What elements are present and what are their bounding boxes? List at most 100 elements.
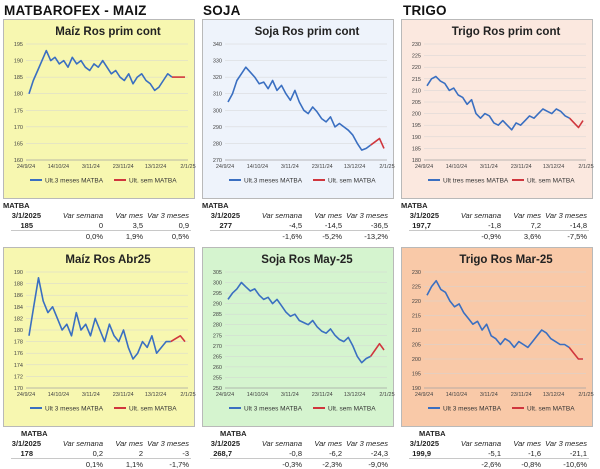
table-pct-3months: -1,7%	[169, 460, 189, 469]
y-tick-label: 270	[213, 344, 222, 350]
x-tick-label: 24/9/24	[415, 164, 433, 170]
y-tick-label: 200	[412, 112, 421, 118]
y-tick-label: 220	[412, 65, 421, 71]
y-tick-label: 300	[213, 108, 222, 114]
table-pct-3months: 0,5%	[171, 232, 189, 241]
x-tick-label: 23/11/24	[113, 164, 134, 170]
x-tick-label: 13/12/24	[543, 392, 564, 398]
legend: Ult 3 meses MATBA Ult. sem MATBA	[229, 405, 376, 412]
y-axis: 180 185 190 195 200 205 210 215 220 225 230	[412, 42, 586, 164]
x-tick-label: 13/12/24	[344, 164, 365, 170]
table-pct-3months: -13,2%	[364, 232, 388, 241]
x-tick-label: 2/1/25	[578, 392, 593, 398]
x-tick-label: 14/10/24	[446, 164, 467, 170]
y-tick-label: 195	[412, 123, 421, 129]
y-tick-label: 300	[213, 281, 222, 287]
x-tick-label: 14/10/24	[48, 392, 69, 398]
y-tick-label: 230	[412, 270, 421, 276]
y-tick-label: 215	[412, 77, 421, 83]
table-header-3months: Var 3 meses	[147, 439, 189, 448]
table-date: 3/1/2025	[409, 211, 439, 220]
table-divider	[409, 230, 589, 231]
x-tick-label: 24/9/24	[415, 392, 433, 398]
table-value-month: 3,5	[132, 221, 143, 230]
y-tick-label: 190	[14, 59, 23, 65]
y-tick-label: 200	[412, 357, 421, 363]
series-line-main	[426, 279, 570, 349]
table-value-week: -1,8	[488, 221, 501, 230]
chart-svg-soja1: Soja Ros prim cont 270 280 290 300 310 320 330 3…	[213, 26, 395, 184]
series-line-main	[227, 66, 372, 151]
chart-svg-trigo2: Trigo Ros Mar-25 190 195 200 205 210 215 220 225…	[412, 254, 594, 412]
y-tick-label: 305	[213, 270, 222, 276]
chart-svg-trigo1: Trigo Ros prim cont 180 185 190 195 200 205 210…	[412, 26, 594, 184]
table-pct-month: 1,9%	[125, 232, 143, 241]
y-tick-label: 225	[412, 285, 421, 291]
chart-panel-trigo2: Trigo Ros Mar-25 190 195 200 205 210 215 220 225…	[401, 247, 594, 427]
table-header-week: Var semana	[460, 439, 501, 448]
series-line-main	[426, 75, 570, 131]
x-tick-label: 24/9/24	[216, 392, 234, 398]
series-line-main	[28, 276, 171, 360]
table-caption: MATBA	[3, 201, 30, 210]
x-tick-label: 14/10/24	[247, 392, 268, 398]
table-value-week: 0	[98, 221, 103, 230]
y-tick-label: 186	[14, 293, 23, 299]
table-value-month: -14,5	[324, 221, 342, 230]
x-tick-label: 2/1/25	[180, 392, 195, 398]
x-tick-label: 2/1/25	[180, 164, 195, 170]
table-price: 199,9	[412, 449, 431, 458]
y-tick-label: 280	[213, 141, 222, 147]
table-header-month: Var mes	[513, 439, 541, 448]
table-value-week: -5,1	[488, 449, 501, 458]
table-price: 268,7	[213, 449, 232, 458]
y-tick-label: 185	[412, 146, 421, 152]
table-header-3months: Var 3 meses	[346, 439, 388, 448]
y-tick-label: 195	[412, 372, 421, 378]
x-tick-label: 3/11/24	[281, 164, 299, 170]
chart-svg-maiz2: Maíz Ros Abr25 170 172 174 176 178 180 182 184 18…	[14, 254, 196, 412]
y-tick-label: 210	[412, 328, 421, 334]
chart-panel-soja2: Soja Ros May-25 250 255 260 265 270 275 280 285 2…	[202, 247, 395, 427]
y-tick-label: 190	[412, 386, 421, 392]
series-line-recent	[170, 335, 186, 343]
legend: Ult 3 meses MATBA Ult. sem MATBA	[428, 405, 575, 412]
chart-svg-soja2: Soja Ros May-252502552602652702752802852…	[213, 254, 395, 412]
legend-label-recent: Ult. sem MATBA	[328, 177, 376, 184]
table-value-month: 2	[138, 449, 143, 458]
legend-label-main: Ult 3 meses MATBA	[443, 405, 502, 412]
x-tick-label: 23/11/24	[511, 392, 532, 398]
table-divider	[409, 458, 589, 459]
y-tick-label: 210	[412, 88, 421, 94]
series-line-main	[28, 49, 173, 94]
x-tick-label: 3/11/24	[480, 164, 498, 170]
x-tick-label: 24/9/24	[216, 164, 234, 170]
y-axis: 250 255 260 265 270 275 280 285 290 295 300 305	[213, 270, 387, 392]
y-tick-label: 170	[14, 125, 23, 131]
y-tick-label: 180	[14, 328, 23, 334]
y-tick-label: 185	[14, 75, 23, 81]
table-value-3months: 0,9	[178, 221, 189, 230]
y-tick-label: 195	[14, 42, 23, 48]
table-date: 3/1/2025	[210, 439, 240, 448]
table-caption: MATBA	[419, 429, 446, 438]
legend: Ult.3 meses MATBA Ult. sem MATBA	[229, 177, 376, 184]
y-tick-label: 165	[14, 141, 23, 147]
legend-label-main: Ult 3 meses MATBA	[244, 405, 303, 412]
table-header-month: Var mes	[314, 439, 342, 448]
chart-panel-maiz2: Maíz Ros Abr25 170 172 174 176 178 180 182 184 18…	[3, 247, 196, 427]
x-tick-label: 3/11/24	[82, 164, 100, 170]
table-price: 197,7	[412, 221, 431, 230]
table-pct-3months: -7,5%	[567, 232, 587, 241]
x-tick-label: 3/11/24	[480, 392, 498, 398]
legend-label-recent: Ult. sem MATBA	[527, 405, 575, 412]
table-date: 3/1/2025	[210, 211, 240, 220]
y-tick-label: 280	[213, 323, 222, 329]
table-header-month: Var mes	[513, 211, 541, 220]
y-tick-label: 260	[213, 365, 222, 371]
y-tick-label: 190	[412, 135, 421, 141]
series-line-recent	[369, 342, 385, 357]
table-header-week: Var semana	[261, 439, 302, 448]
y-tick-label: 295	[213, 291, 222, 297]
x-tick-label: 24/9/24	[17, 392, 35, 398]
